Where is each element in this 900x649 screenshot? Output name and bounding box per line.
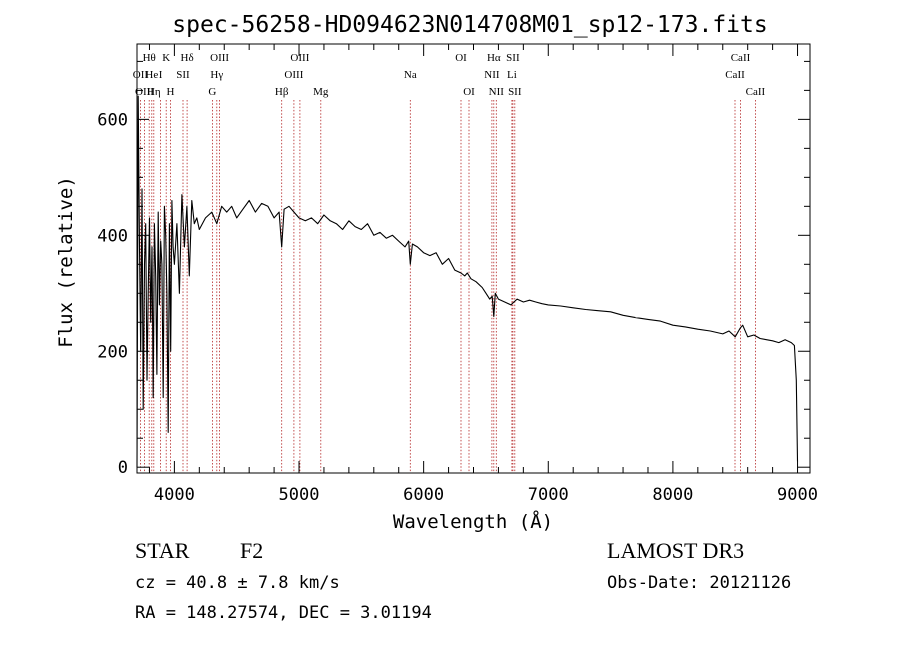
line-label-15: OIII: [284, 69, 303, 81]
object-class: STAR: [135, 538, 190, 563]
line-label-4: Hη: [147, 86, 161, 98]
line-label-3: He: [145, 69, 158, 81]
line-label-19: OI: [463, 86, 475, 98]
y-tick-label-0: 0: [118, 458, 128, 478]
line-label-26: CaII: [731, 52, 751, 64]
y-axis-ticks: 0 200 400 600: [97, 60, 810, 478]
ra-dec: RA = 148.27574, DEC = 3.01194: [135, 603, 432, 623]
spectral-line-markers: [139, 100, 756, 473]
chart-title: spec-56258-HD094623N014708M01_sp12-173.f…: [172, 12, 767, 38]
line-label-20: Hα: [487, 52, 501, 64]
line-label-21: NII: [484, 69, 500, 81]
line-label-28: CaII: [746, 86, 766, 98]
survey-name: LAMOST DR3: [607, 538, 745, 563]
line-label-24: Li: [507, 69, 517, 81]
line-label-13: Hβ: [275, 86, 289, 98]
line-label-27: CaII: [725, 69, 745, 81]
line-label-23: SII: [506, 52, 520, 64]
line-label-6: H: [167, 86, 175, 98]
line-label-22: NII: [489, 86, 505, 98]
x-tick-label-3: 7000: [528, 485, 569, 505]
line-label-11: Hγ: [210, 69, 223, 81]
line-label-10: OIII: [210, 52, 229, 64]
x-tick-label-0: 4000: [154, 485, 195, 505]
line-label-0: Hθ: [143, 52, 156, 64]
line-label-5: K: [162, 52, 170, 64]
x-axis-ticks: 4000 5000 6000 7000 8000 9000: [148, 44, 818, 505]
y-tick-label-1: 200: [97, 342, 128, 362]
spectrum-line: [136, 95, 799, 468]
object-subclass: F2: [240, 538, 264, 563]
x-tick-label-2: 6000: [403, 485, 444, 505]
line-label-9: Hδ: [181, 52, 194, 64]
line-label-2: OIII: [135, 86, 154, 98]
plot-frame: [136, 43, 811, 474]
line-label-14: OIII: [290, 52, 309, 64]
redshift-cz: cz = 40.8 ± 7.8 km/s: [135, 573, 340, 593]
y-axis-label: Flux (relative): [55, 176, 77, 348]
line-label-8: SII: [176, 69, 190, 81]
line-label-17: Na: [404, 69, 417, 81]
line-label-7: I: [159, 69, 163, 81]
x-tick-label-5: 9000: [777, 485, 818, 505]
line-label-12: G: [208, 86, 216, 98]
y-tick-label-3: 600: [97, 110, 128, 130]
x-tick-label-1: 5000: [279, 485, 320, 505]
y-tick-label-2: 400: [97, 226, 128, 246]
line-label-18: OI: [455, 52, 467, 64]
obs-date: Obs-Date: 20121126: [607, 573, 792, 593]
x-axis-label: Wavelength (Å): [393, 510, 553, 533]
x-tick-label-4: 8000: [652, 485, 693, 505]
line-label-25: SII: [508, 86, 522, 98]
line-label-16: Mg: [313, 86, 329, 98]
